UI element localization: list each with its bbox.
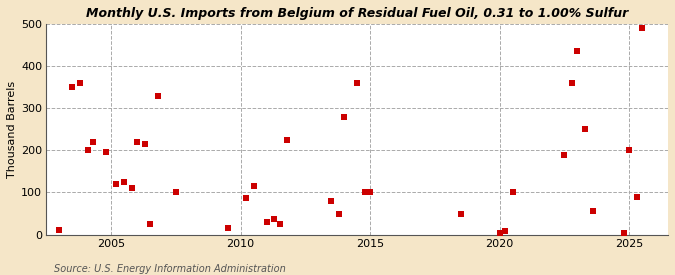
Point	[82, 148, 93, 153]
Point	[618, 230, 629, 235]
Point	[572, 49, 583, 53]
Point	[222, 226, 233, 230]
Point	[274, 222, 285, 226]
Point	[111, 182, 122, 186]
Point	[559, 152, 570, 157]
Point	[75, 81, 86, 85]
Point	[67, 85, 78, 89]
Point	[360, 190, 371, 195]
Point	[119, 180, 130, 184]
Point	[587, 209, 598, 214]
Point	[54, 228, 65, 233]
Y-axis label: Thousand Barrels: Thousand Barrels	[7, 81, 17, 178]
Title: Monthly U.S. Imports from Belgium of Residual Fuel Oil, 0.31 to 1.00% Sulfur: Monthly U.S. Imports from Belgium of Res…	[86, 7, 628, 20]
Point	[632, 194, 643, 199]
Point	[624, 148, 634, 153]
Text: Source: U.S. Energy Information Administration: Source: U.S. Energy Information Administ…	[54, 264, 286, 274]
Point	[456, 211, 466, 216]
Point	[580, 127, 591, 131]
Point	[637, 26, 647, 30]
Point	[171, 190, 182, 195]
Point	[333, 211, 344, 216]
Point	[494, 230, 505, 235]
Point	[326, 199, 337, 203]
Point	[352, 81, 362, 85]
Point	[101, 150, 111, 155]
Point	[364, 190, 375, 195]
Point	[126, 186, 137, 191]
Point	[567, 81, 578, 85]
Point	[144, 222, 155, 226]
Point	[240, 195, 251, 200]
Point	[132, 140, 142, 144]
Point	[339, 114, 350, 119]
Point	[282, 138, 293, 142]
Point	[269, 216, 279, 221]
Point	[507, 190, 518, 195]
Point	[153, 93, 163, 98]
Point	[261, 220, 272, 224]
Point	[248, 184, 259, 188]
Point	[140, 142, 151, 146]
Point	[88, 140, 99, 144]
Point	[500, 229, 510, 233]
